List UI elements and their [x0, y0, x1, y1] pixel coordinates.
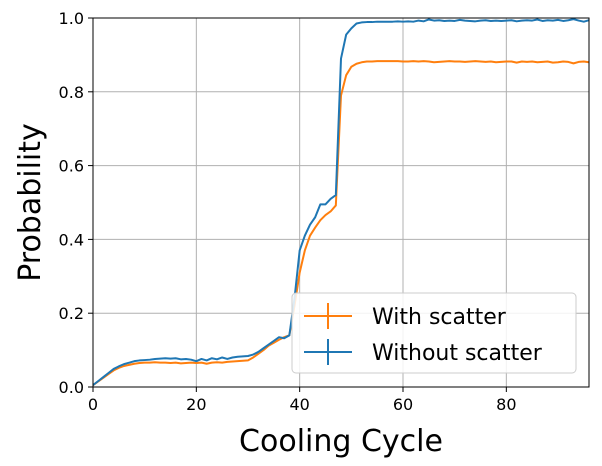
series-line-with-scatter — [92, 60, 590, 386]
legend-item-without-scatter: Without scatter — [304, 339, 543, 366]
legend-item-with-scatter: With scatter — [304, 303, 507, 330]
x-tick-label: 80 — [496, 395, 516, 414]
x-tick-label: 40 — [289, 395, 309, 414]
y-tick-label: 0.6 — [59, 157, 84, 176]
y-tick-label: 0.2 — [59, 304, 84, 323]
y-tick-label: 1.0 — [59, 9, 84, 28]
y-tick-label: 0.4 — [59, 230, 84, 249]
legend: With scatter Without scatter — [291, 292, 577, 374]
x-tick-label: 0 — [88, 395, 98, 414]
x-tick-label: 60 — [393, 395, 413, 414]
y-tick-label: 0.8 — [59, 83, 84, 102]
legend-label-with-scatter: With scatter — [372, 305, 507, 330]
series-line-without-scatter — [92, 18, 590, 386]
y-tick-label: 0.0 — [59, 378, 84, 397]
x-axis-label: Cooling Cycle — [239, 424, 443, 459]
axis-ticks: 0 20 40 60 80 0.0 0.2 0.4 0.6 0.8 1.0 — [59, 9, 517, 414]
series-lines — [92, 18, 590, 386]
legend-label-without-scatter: Without scatter — [372, 341, 543, 366]
x-tick-label: 20 — [186, 395, 206, 414]
y-axis-label: Probability — [13, 123, 48, 282]
plot-frame — [92, 17, 590, 388]
legend-box — [291, 292, 577, 374]
